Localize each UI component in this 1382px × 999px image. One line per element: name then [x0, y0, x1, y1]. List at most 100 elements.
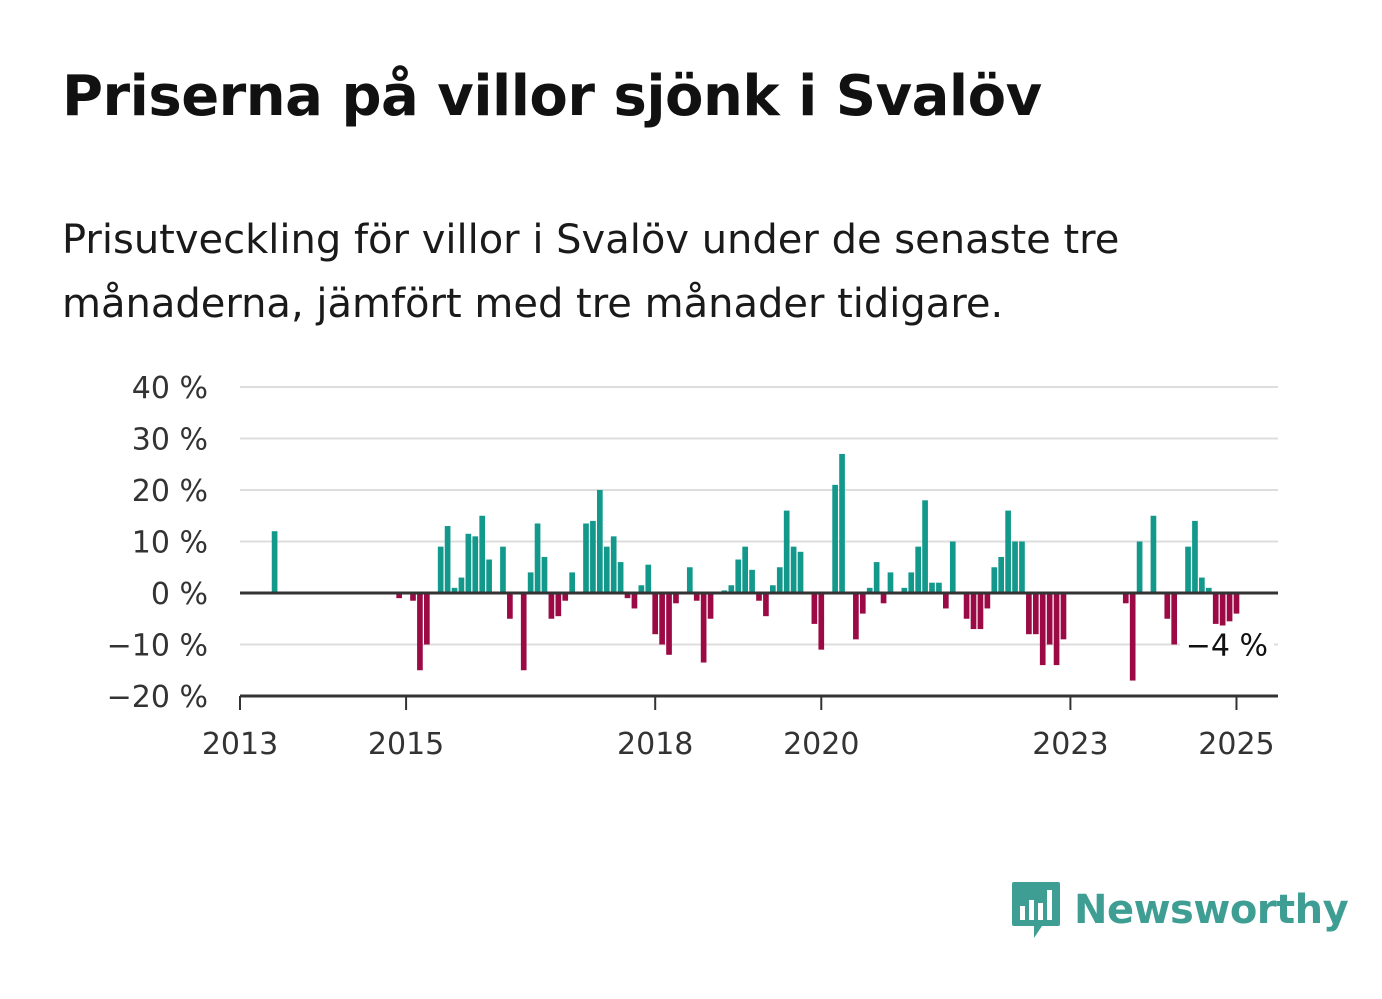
bar — [631, 593, 638, 609]
y-tick-label: 30 % — [132, 423, 208, 458]
bar — [908, 572, 915, 593]
x-tick-label: 2015 — [368, 727, 444, 762]
x-axis-ticks: 2013 2015 2018 2020 2023 2025 — [202, 696, 1275, 762]
chart-title: Priserna på villor sjönk i Svalöv — [62, 64, 1042, 129]
bar — [1046, 593, 1053, 645]
brand-name: Newsworthy — [1074, 887, 1349, 933]
bar — [583, 523, 589, 593]
bar — [1205, 587, 1212, 593]
bar — [1032, 593, 1039, 635]
bar — [756, 593, 762, 601]
bar — [1192, 520, 1198, 593]
bar — [465, 533, 472, 593]
bar — [963, 593, 970, 619]
bar-series — [271, 453, 1240, 681]
bar — [943, 593, 949, 609]
bar — [437, 546, 444, 593]
bar — [638, 585, 645, 593]
bar — [873, 562, 880, 593]
bar — [728, 585, 735, 593]
bar — [915, 546, 921, 593]
bar — [424, 593, 430, 645]
bar — [624, 593, 631, 599]
bar — [1185, 546, 1191, 593]
bar — [1164, 593, 1171, 619]
bar — [603, 546, 610, 593]
bar — [922, 500, 928, 593]
bar — [417, 593, 423, 671]
bar — [929, 582, 935, 593]
bar — [520, 593, 527, 671]
x-tick-label: 2020 — [783, 727, 859, 762]
bar — [555, 593, 562, 617]
y-tick-label: −20 % — [107, 680, 208, 715]
bar — [590, 520, 596, 593]
bar — [659, 593, 665, 645]
bar — [818, 593, 825, 650]
bar — [1129, 593, 1136, 681]
bar — [853, 593, 859, 640]
axes — [240, 591, 1278, 698]
x-tick-label: 2013 — [202, 727, 278, 762]
bar — [1026, 593, 1032, 635]
end-label-background — [1180, 625, 1274, 666]
bar — [770, 585, 776, 593]
bar — [735, 559, 742, 593]
bar — [500, 546, 506, 593]
bar — [1150, 515, 1157, 593]
bar — [859, 593, 866, 614]
bar — [472, 536, 479, 593]
bar — [839, 453, 845, 593]
y-tick-label: 0 % — [151, 577, 208, 612]
bar — [1219, 593, 1226, 630]
bar — [562, 593, 569, 601]
bar — [700, 593, 707, 663]
x-tick-label: 2018 — [617, 727, 693, 762]
bar-chart: 40 %30 %20 %10 %0 %−10 %−20 % 2013 2015 20… — [107, 371, 1278, 762]
bar — [686, 567, 693, 593]
bar — [977, 593, 984, 630]
bar — [1226, 593, 1233, 622]
bar — [776, 567, 783, 593]
y-axis-ticks: 40 % 30 % 20 % 10 % 0 % −10 % −20 % — [107, 371, 208, 715]
bar — [742, 546, 748, 593]
bar — [444, 526, 451, 593]
grid-lines — [240, 386, 1278, 646]
x-tick-label: 2023 — [1032, 727, 1108, 762]
bar — [507, 593, 513, 619]
bar — [1199, 577, 1205, 593]
bar — [479, 515, 486, 593]
y-tick-label: 20 % — [132, 474, 208, 509]
bar — [666, 593, 672, 655]
bar — [901, 587, 908, 593]
x-tick-label: 2025 — [1198, 727, 1274, 762]
bar — [707, 593, 714, 619]
bar — [991, 567, 998, 593]
bar — [887, 572, 894, 593]
bar — [970, 593, 977, 630]
bar — [569, 572, 575, 593]
bar — [617, 562, 624, 593]
bar — [832, 484, 838, 593]
bar — [673, 593, 679, 604]
bar — [1039, 593, 1046, 666]
bar — [652, 593, 659, 635]
bar — [783, 510, 790, 593]
end-value-label: −4 % — [1186, 629, 1268, 664]
bar — [534, 523, 541, 593]
bar — [486, 559, 492, 593]
bar — [645, 564, 652, 593]
bar — [1122, 593, 1129, 604]
bar — [1212, 593, 1219, 624]
bar — [271, 531, 278, 593]
bar — [1233, 593, 1240, 614]
bar — [693, 593, 700, 601]
bar — [1019, 541, 1025, 593]
bar — [396, 593, 402, 599]
bar — [527, 572, 534, 593]
bar — [949, 541, 956, 593]
bar — [880, 593, 887, 604]
bar — [749, 569, 755, 593]
bar — [763, 593, 769, 617]
bar — [548, 593, 555, 619]
